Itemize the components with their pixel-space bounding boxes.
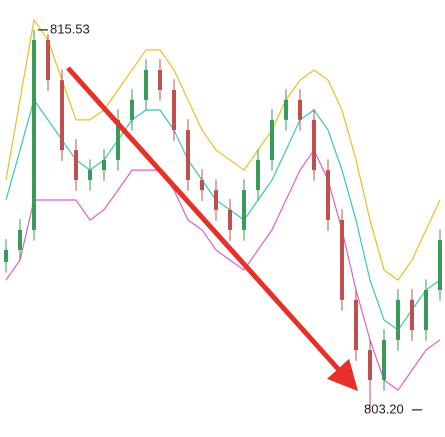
- candle-body: [368, 350, 372, 380]
- candle-body: [326, 170, 330, 221]
- candle-body: [186, 130, 190, 180]
- candle-body: [340, 220, 344, 300]
- candle-body: [158, 69, 162, 90]
- candle-body: [382, 339, 386, 380]
- candle-body: [270, 119, 274, 160]
- trend-arrow: [66, 66, 359, 392]
- candle-body: [32, 40, 36, 230]
- candle-body: [60, 80, 64, 151]
- max-label: 815.53: [50, 21, 90, 36]
- band-line: [5, 98, 441, 331]
- candle-body: [172, 89, 176, 131]
- candle-body: [256, 159, 260, 191]
- plot: [4, 18, 442, 410]
- candle-body: [74, 150, 78, 180]
- candle-body: [424, 289, 428, 331]
- candle-body: [4, 249, 8, 262]
- candle-body: [298, 99, 302, 120]
- candle-body: [200, 179, 204, 191]
- candle-body: [312, 119, 316, 171]
- candle-body: [102, 159, 106, 171]
- candle-body: [396, 299, 400, 340]
- candle-body: [130, 99, 134, 120]
- candle-body: [214, 190, 218, 210]
- min-label: 803.20: [364, 401, 404, 416]
- candle-body: [410, 299, 414, 331]
- candle-body: [438, 240, 442, 290]
- band-line: [5, 148, 441, 392]
- candle-body: [88, 170, 92, 180]
- band-line: [5, 18, 441, 281]
- candle-body: [46, 40, 50, 81]
- candle-body: [144, 69, 148, 100]
- candle-body: [228, 209, 232, 230]
- candle-body: [354, 299, 358, 351]
- candle-body: [18, 229, 22, 250]
- candle-body: [284, 99, 288, 120]
- candle-body: [116, 119, 120, 160]
- candle-body: [242, 190, 246, 230]
